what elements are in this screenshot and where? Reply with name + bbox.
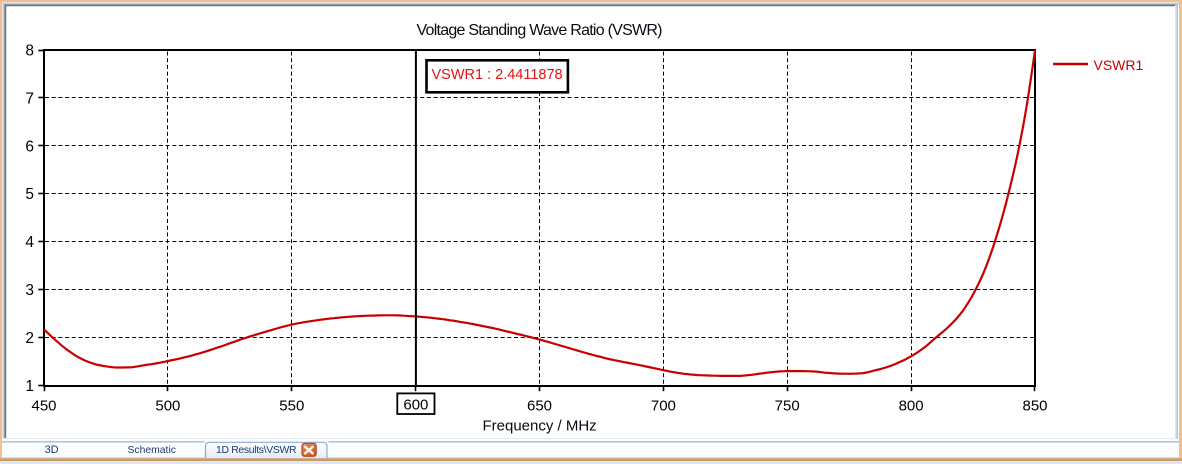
svg-text:850: 850 (1022, 397, 1047, 414)
svg-text:Frequency / MHz: Frequency / MHz (482, 418, 596, 435)
svg-text:650: 650 (527, 397, 552, 414)
svg-text:500: 500 (155, 397, 180, 414)
svg-text:800: 800 (899, 397, 924, 414)
svg-text:6: 6 (25, 138, 34, 155)
svg-text:Schematic: Schematic (127, 445, 176, 456)
svg-text:550: 550 (279, 397, 304, 414)
svg-text:750: 750 (775, 397, 800, 414)
svg-text:3D: 3D (45, 444, 59, 456)
svg-text:450: 450 (31, 397, 56, 414)
svg-text:1: 1 (25, 378, 34, 395)
svg-text:8: 8 (25, 42, 34, 59)
svg-text:700: 700 (651, 397, 676, 414)
svg-text:VSWR1 : 2.4411878: VSWR1 : 2.4411878 (432, 67, 563, 83)
svg-text:4: 4 (25, 234, 34, 251)
svg-text:VSWR1: VSWR1 (1094, 57, 1144, 73)
svg-text:2: 2 (25, 330, 34, 347)
svg-text:600: 600 (403, 396, 428, 413)
svg-text:Voltage Standing Wave Ratio (V: Voltage Standing Wave Ratio (VSWR) (417, 22, 663, 39)
svg-text:1D Results\VSWR: 1D Results\VSWR (216, 445, 297, 456)
svg-text:3: 3 (25, 282, 34, 299)
svg-text:7: 7 (25, 90, 34, 107)
svg-text:5: 5 (25, 186, 34, 203)
